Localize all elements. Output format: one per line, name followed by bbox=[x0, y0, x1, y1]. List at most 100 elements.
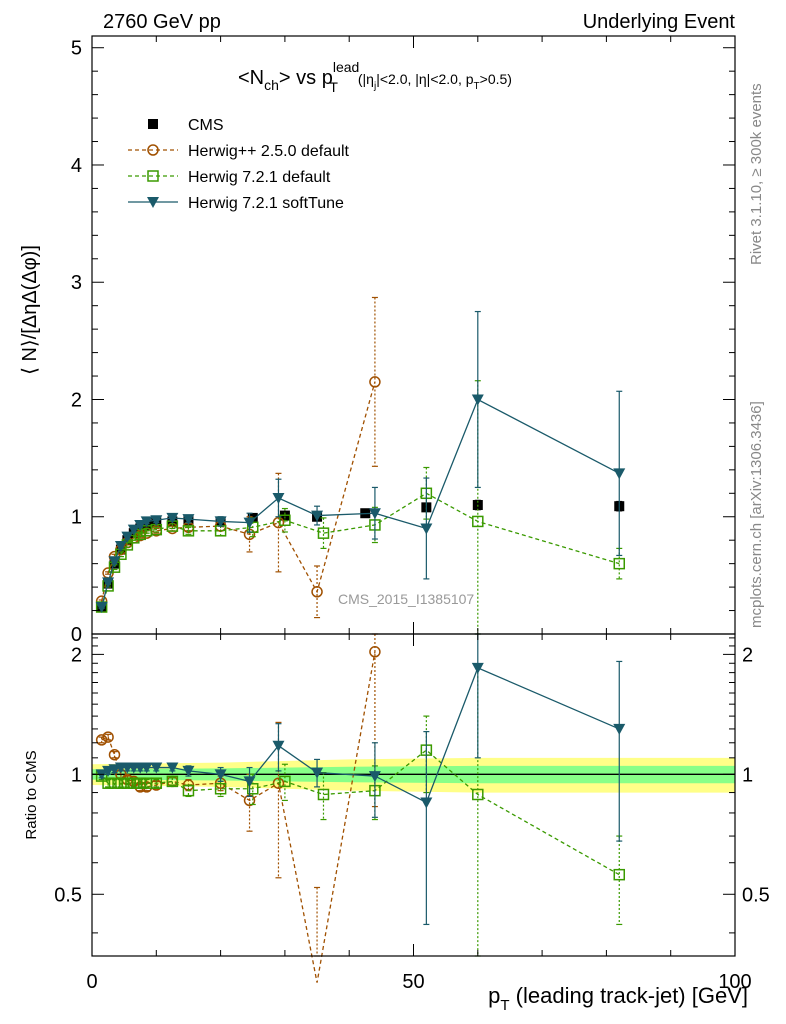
legend-item: Herwig 7.2.1 default bbox=[128, 169, 331, 186]
herwig721-ratio-point bbox=[247, 783, 259, 795]
herwig721-ratio-point bbox=[317, 788, 330, 801]
x-tick-label: 0 bbox=[86, 971, 97, 993]
softtune-ratio-point bbox=[243, 776, 256, 788]
softtune-point bbox=[114, 541, 127, 553]
axes-ticks: 0 50 100 0 1 2 3 4 5 0.5 0.5 1 1 2 2 bbox=[54, 36, 770, 993]
header-right: Underlying Event bbox=[583, 11, 736, 33]
y-tick-label: 0 bbox=[71, 624, 82, 646]
analysis-watermark: CMS_2015_I1385107 bbox=[338, 591, 474, 607]
legend-item: Herwig++ 2.5.0 default bbox=[128, 143, 350, 160]
x-tick-label: 100 bbox=[718, 971, 751, 993]
herwigpp-point bbox=[311, 586, 323, 598]
herwig721-ratio-point bbox=[121, 777, 134, 789]
x-tick-label: 50 bbox=[402, 971, 424, 993]
herwigpp-ratio-line bbox=[101, 651, 376, 983]
plot-title: <Nch> vs plead T (|ηj|<2.0, |η|<2.0, pT>0.… bbox=[238, 59, 512, 95]
softtune-point bbox=[134, 519, 147, 531]
softtune-point bbox=[214, 516, 227, 528]
y-tick-label: 5 bbox=[71, 38, 82, 60]
y-tick-label: 3 bbox=[71, 272, 82, 294]
softtune-ratio-point bbox=[311, 767, 324, 779]
softtune-point bbox=[182, 514, 195, 526]
herwigpp-ratio-point bbox=[108, 748, 121, 761]
softtune-point bbox=[420, 523, 433, 535]
softtune-ratio-point bbox=[471, 662, 484, 674]
ratio-plot-area bbox=[92, 633, 735, 983]
y-tick-label: 4 bbox=[71, 155, 82, 177]
herwigpp-series bbox=[95, 296, 381, 619]
legend-marker bbox=[147, 144, 159, 156]
herwig721-ratio-point bbox=[182, 784, 195, 797]
legend-label: Herwig++ 2.5.0 default bbox=[188, 143, 350, 160]
herwig721-ratio-point bbox=[214, 783, 227, 795]
herwig721-ratio-point bbox=[108, 777, 121, 789]
legend-label: CMS bbox=[188, 117, 224, 134]
softtune-point bbox=[102, 577, 115, 589]
herwig721-ratio-point bbox=[613, 868, 626, 881]
softtune-series bbox=[95, 310, 626, 614]
softtune-point bbox=[471, 394, 484, 406]
softtune-ratio-point bbox=[214, 769, 227, 781]
legend-item: Herwig 7.2.1 softTune bbox=[128, 195, 344, 212]
softtune-ratio-series bbox=[95, 633, 626, 926]
herwig721-ratio-point bbox=[115, 777, 127, 789]
herwig721-point bbox=[613, 557, 626, 570]
softtune-point bbox=[140, 516, 153, 528]
softtune-ratio-point bbox=[368, 771, 381, 783]
herwig721-point bbox=[182, 525, 195, 537]
softtune-point bbox=[108, 556, 121, 568]
rivet-label: Rivet 3.1.10, ≥ 300k events bbox=[748, 83, 765, 265]
herwig721-ratio-point bbox=[279, 775, 291, 788]
softtune-ratio-point bbox=[272, 740, 285, 752]
softtune-point bbox=[166, 512, 179, 524]
herwig721-ratio-point bbox=[128, 777, 140, 789]
herwig721-ratio-point bbox=[102, 777, 114, 789]
herwig721-ratio-point bbox=[134, 777, 146, 789]
ratio-y-label: Ratio to CMS bbox=[23, 750, 40, 839]
herwigpp-ratio-point bbox=[369, 646, 381, 658]
softtune-ratio-point bbox=[420, 797, 433, 809]
softtune-point bbox=[272, 492, 285, 504]
main-plot-area bbox=[95, 296, 626, 635]
ratio-tick-label-left: 1 bbox=[71, 764, 82, 786]
herwigpp-point bbox=[369, 376, 381, 388]
herwigpp-line bbox=[101, 381, 376, 602]
softtune-point bbox=[95, 602, 108, 614]
ratio-tick-label-right: 1 bbox=[742, 764, 753, 786]
softtune-point bbox=[311, 510, 324, 522]
herwigpp-ratio-point bbox=[102, 731, 114, 743]
softtune-point bbox=[150, 515, 163, 527]
herwig721-ratio-point bbox=[150, 777, 163, 789]
softtune-point bbox=[613, 468, 626, 480]
softtune-ratio-point bbox=[140, 762, 153, 774]
softtune-ratio-point bbox=[613, 723, 626, 735]
herwigpp-ratio-point bbox=[272, 777, 285, 789]
herwig721-ratio-series bbox=[95, 663, 626, 957]
softtune-ratio-point bbox=[182, 765, 195, 777]
x-axis-label: pT (leading track-jet) [GeV] bbox=[488, 983, 748, 1014]
legend-marker bbox=[147, 197, 159, 208]
ratio-tick-label-right: 2 bbox=[742, 644, 753, 666]
y-tick-label: 1 bbox=[71, 507, 82, 529]
legend-item: CMS bbox=[148, 117, 224, 134]
legend-marker bbox=[148, 119, 158, 129]
softtune-point bbox=[127, 524, 140, 536]
softtune-point bbox=[368, 508, 381, 520]
softtune-ratio-point bbox=[150, 762, 163, 774]
mcplots-label: mcplots.cern.ch [arXiv:1306.3436] bbox=[748, 401, 765, 628]
softtune-point bbox=[243, 517, 256, 529]
softtune-ratio-point bbox=[166, 762, 179, 774]
herwig721-ratio-point bbox=[166, 775, 179, 788]
main-y-label: ⟨ N⟩/[ΔηΔ(Δφ)] bbox=[19, 245, 41, 375]
herwigpp-ratio-series bbox=[95, 633, 381, 983]
legend-marker bbox=[147, 170, 159, 182]
legend: CMS Herwig++ 2.5.0 default Herwig 7.2.1 de… bbox=[128, 117, 350, 212]
ratio-tick-label-left: 2 bbox=[71, 644, 82, 666]
herwig721-point bbox=[472, 515, 484, 528]
legend-label: Herwig 7.2.1 softTune bbox=[188, 195, 344, 212]
softtune-line bbox=[101, 398, 620, 608]
herwig721-point bbox=[279, 514, 291, 527]
ratio-tick-label-left: 0.5 bbox=[54, 884, 82, 906]
y-tick-label: 2 bbox=[71, 389, 82, 411]
